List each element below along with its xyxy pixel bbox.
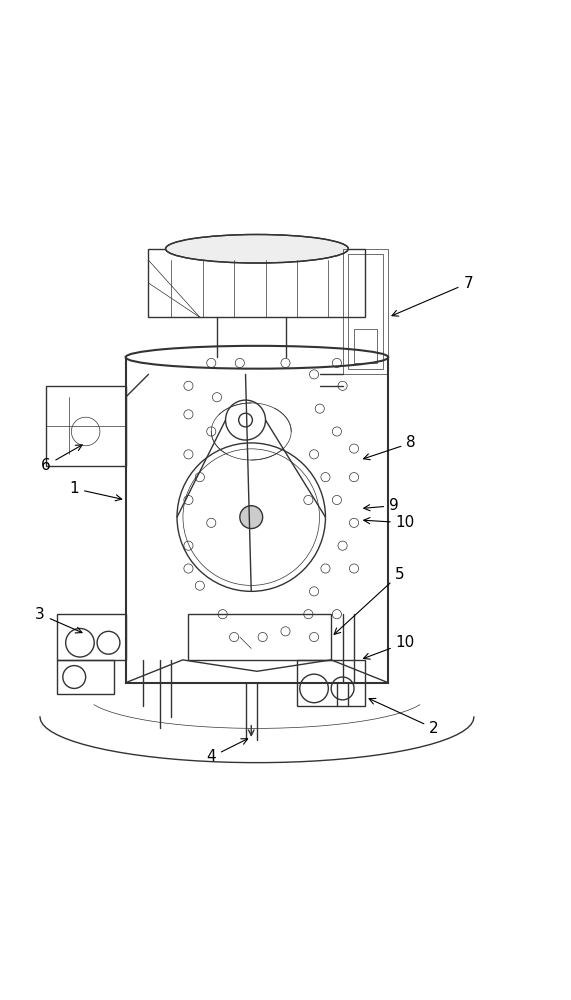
Bar — [46, 386, 126, 466]
Bar — [126, 357, 388, 683]
Text: 6: 6 — [41, 445, 82, 473]
Bar — [348, 254, 383, 369]
Bar — [57, 614, 126, 660]
Text: 2: 2 — [369, 698, 439, 736]
Text: 10: 10 — [364, 635, 415, 659]
Bar — [297, 660, 365, 706]
Bar — [148, 249, 365, 317]
Text: 5: 5 — [334, 567, 404, 634]
Bar — [343, 249, 388, 374]
Bar — [57, 660, 114, 694]
Bar — [354, 329, 377, 363]
Ellipse shape — [126, 346, 388, 369]
Text: 10: 10 — [364, 515, 415, 530]
Text: 7: 7 — [392, 276, 473, 316]
Ellipse shape — [166, 234, 348, 263]
Text: 4: 4 — [207, 739, 248, 764]
Text: 3: 3 — [35, 607, 82, 633]
Text: 1: 1 — [70, 481, 122, 501]
Text: 9: 9 — [364, 498, 399, 513]
Circle shape — [240, 506, 263, 529]
Text: 8: 8 — [364, 435, 416, 460]
Bar — [188, 614, 331, 660]
